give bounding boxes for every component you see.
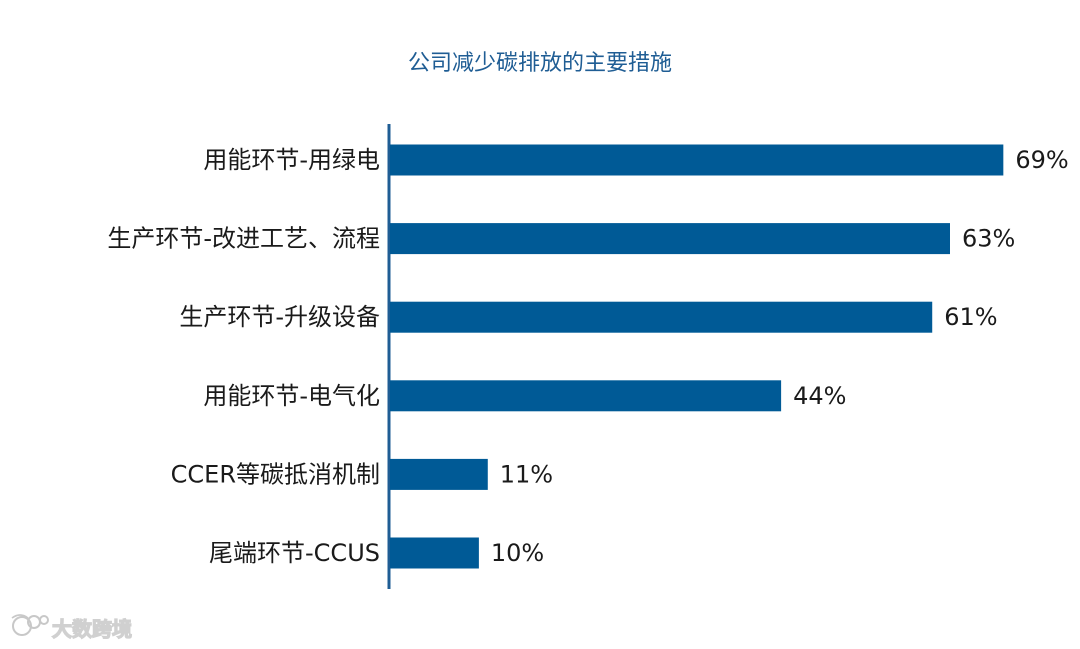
value-labels: 69% 63% 61% 44% 11% 10%	[491, 146, 1069, 567]
value-label-0: 69%	[1015, 146, 1068, 174]
value-label-2: 61%	[944, 303, 997, 331]
value-label-5: 10%	[491, 539, 544, 567]
category-label-5: 尾端环节-CCUS	[209, 539, 380, 567]
category-label-1: 生产环节-改进工艺、流程	[107, 225, 380, 253]
value-label-4: 11%	[500, 460, 553, 488]
bar-1	[390, 223, 950, 255]
bar-4	[390, 458, 488, 490]
category-label-2: 生产环节-升级设备	[179, 303, 380, 331]
category-label-0: 用能环节-用绿电	[203, 146, 380, 174]
value-label-3: 44%	[793, 382, 846, 410]
bar-2	[390, 301, 933, 333]
value-label-1: 63%	[962, 225, 1015, 253]
bar-0	[390, 144, 1004, 176]
category-label-3: 用能环节-电气化	[203, 382, 380, 410]
brand-logo-icon	[11, 614, 49, 636]
watermark-text: 大数跨境	[52, 617, 132, 641]
watermark: 大数跨境	[11, 614, 133, 642]
bar-3	[390, 380, 782, 412]
bar-5	[390, 537, 479, 569]
chart-title: 公司减少碳排放的主要措施	[408, 51, 672, 76]
category-label-4: CCER等碳抵消机制	[171, 460, 380, 488]
bar-group	[390, 144, 1004, 569]
